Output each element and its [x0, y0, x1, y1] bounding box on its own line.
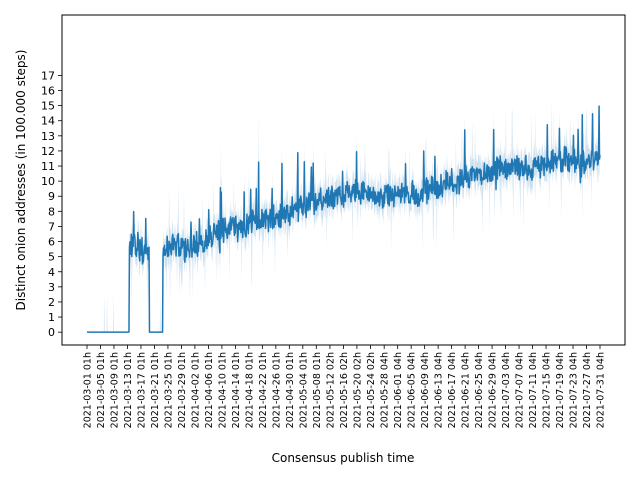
y-tick-label: 5 — [48, 251, 55, 264]
x-tick-label: 2021-04-02 01h — [190, 352, 201, 428]
x-tick-label: 2021-03-21 01h — [150, 352, 161, 428]
x-tick-label: 2021-03-29 01h — [177, 352, 188, 428]
x-tick-label: 2021-06-21 04h — [461, 352, 472, 428]
y-axis-label: Distinct onion addresses (in 100.000 ste… — [14, 50, 28, 311]
x-tick-label: 2021-03-25 01h — [163, 352, 174, 428]
x-tick-label: 2021-07-11 04h — [528, 352, 539, 428]
x-tick-label: 2021-07-23 04h — [569, 352, 580, 428]
x-tick-label: 2021-03-01 01h — [83, 352, 94, 428]
y-tick-label: 12 — [41, 145, 55, 158]
x-tick-label: 2021-04-14 01h — [231, 352, 242, 428]
x-tick-label: 2021-05-24 02h — [366, 352, 377, 428]
x-tick-label: 2021-05-08 01h — [312, 352, 323, 428]
x-axis: 2021-03-01 01h 2021-03-05 01h 2021-03-09 0… — [83, 345, 607, 428]
y-tick-label: 13 — [41, 130, 55, 143]
x-tick-label: 2021-07-07 04h — [515, 352, 526, 428]
x-tick-label: 2021-04-10 01h — [217, 352, 228, 428]
x-tick-label: 2021-06-09 04h — [420, 352, 431, 428]
y-tick-label: 10 — [41, 175, 55, 188]
x-tick-label: 2021-06-29 04h — [488, 352, 499, 428]
y-tick-label: 7 — [48, 220, 55, 233]
x-tick-label: 2021-04-06 01h — [204, 352, 215, 428]
x-tick-label: 2021-04-26 01h — [271, 352, 282, 428]
series-line — [86, 105, 601, 333]
y-tick-label: 9 — [48, 190, 55, 203]
x-tick-label: 2021-06-13 04h — [434, 352, 445, 428]
y-tick-label: 6 — [48, 236, 55, 249]
x-tick-label: 2021-07-27 04h — [582, 352, 593, 428]
x-tick-label: 2021-05-04 01h — [298, 352, 309, 428]
x-tick-label: 2021-03-09 01h — [109, 352, 120, 428]
x-tick-label: 2021-07-15 04h — [542, 352, 553, 428]
y-tick-label: 17 — [41, 69, 55, 82]
x-tick-label: 2021-06-17 04h — [447, 352, 458, 428]
y-tick-label: 16 — [41, 85, 55, 98]
x-tick-label: 2021-04-30 01h — [285, 352, 296, 428]
x-tick-label: 2021-06-01 04h — [393, 352, 404, 428]
y-tick-label: 0 — [48, 326, 55, 339]
x-tick-label: 2021-03-13 01h — [123, 352, 134, 428]
y-tick-label: 4 — [48, 266, 55, 279]
y-tick-label: 2 — [48, 296, 55, 309]
y-tick-label: 1 — [48, 311, 55, 324]
x-tick-label: 2021-07-19 04h — [555, 352, 566, 428]
plot-area — [61, 14, 626, 346]
x-tick-label: 2021-04-18 01h — [244, 352, 255, 428]
y-tick-label: 14 — [41, 115, 55, 128]
x-tick-label: 2021-05-12 02h — [325, 352, 336, 428]
x-tick-label: 2021-07-03 04h — [501, 352, 512, 428]
x-tick-label: 2021-06-05 04h — [407, 352, 418, 428]
y-tick-label: 8 — [48, 205, 55, 218]
x-tick-label: 2021-05-20 02h — [352, 352, 363, 428]
x-tick-label: 2021-07-31 04h — [596, 352, 607, 428]
x-tick-label: 2021-05-16 02h — [339, 352, 350, 428]
x-tick-label: 2021-03-05 01h — [96, 352, 107, 428]
x-tick-label: 2021-05-28 04h — [380, 352, 391, 428]
y-tick-label: 15 — [41, 100, 55, 113]
y-tick-label: 11 — [41, 160, 55, 173]
y-tick-label: 3 — [48, 281, 55, 294]
x-axis-label: Consensus publish time — [272, 451, 415, 465]
x-tick-label: 2021-04-22 01h — [258, 352, 269, 428]
x-tick-label: 2021-03-17 01h — [136, 352, 147, 428]
x-tick-label: 2021-06-25 04h — [474, 352, 485, 428]
